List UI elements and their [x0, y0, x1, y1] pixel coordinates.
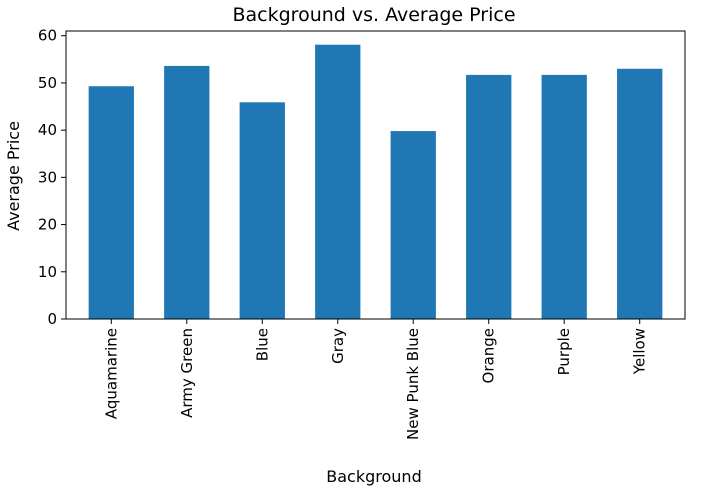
x-tick-label: Army Green	[178, 328, 196, 418]
y-tick-label: 30	[38, 168, 57, 186]
x-axis-label: Background	[326, 467, 421, 486]
bar-new-punk-blue	[390, 131, 436, 319]
bar-yellow	[617, 68, 663, 319]
x-tick-label: Yellow	[631, 328, 649, 375]
x-tick-label: Purple	[555, 328, 573, 375]
x-tick-label: Blue	[253, 328, 271, 361]
bar-purple	[541, 74, 587, 319]
plot-frame	[65, 30, 686, 320]
x-tick-label: New Punk Blue	[404, 328, 422, 440]
bar-gray	[315, 44, 361, 319]
bar-orange	[466, 74, 512, 319]
bar-blue	[239, 102, 285, 319]
y-tick-label: 10	[38, 263, 57, 281]
y-tick-label: 50	[38, 74, 57, 92]
y-tick-label: 20	[38, 216, 57, 234]
x-tick-label: Aquamarine	[102, 328, 120, 419]
y-tick-label: 60	[38, 27, 57, 45]
chart-title: Background vs. Average Price	[232, 4, 515, 26]
bar-aquamarine	[88, 86, 134, 319]
y-tick-label: 40	[38, 121, 57, 139]
x-tick-label: Gray	[329, 328, 347, 364]
y-axis: 0 10 20 30 40 50 60	[38, 27, 66, 328]
y-tick-label: 0	[47, 310, 57, 328]
bars-group	[88, 44, 663, 319]
y-axis-label: Average Price	[4, 121, 23, 231]
x-axis: Aquamarine Army Green Blue Gray New Punk Blu…	[102, 319, 649, 440]
x-tick-label: Orange	[480, 328, 498, 383]
bar-army-green	[164, 65, 210, 319]
